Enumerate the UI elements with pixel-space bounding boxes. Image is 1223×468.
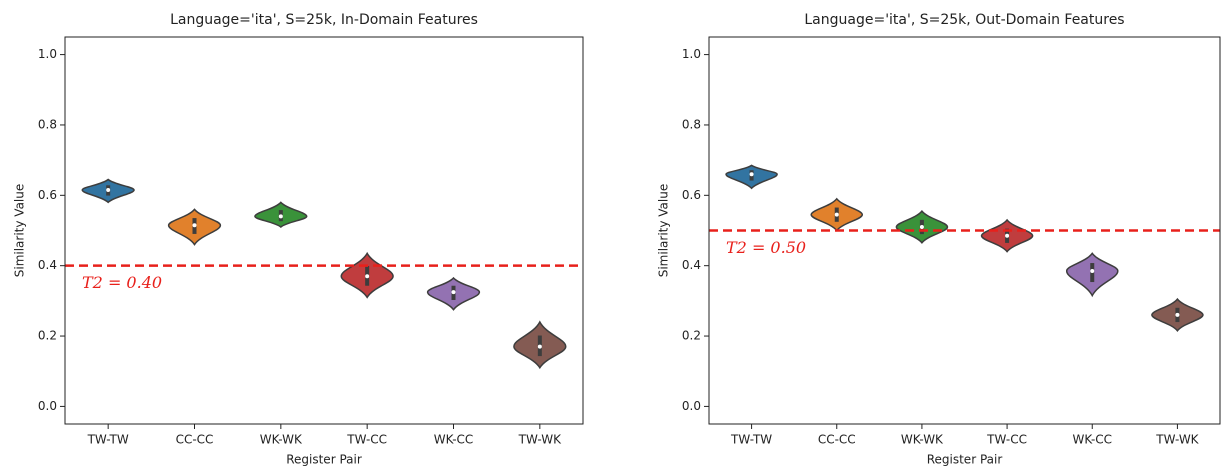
x-tick-label: TW-TW bbox=[87, 433, 129, 447]
median-dot bbox=[365, 274, 370, 279]
median-dot bbox=[278, 214, 283, 219]
median-dot bbox=[192, 223, 197, 228]
plot-frame bbox=[708, 36, 1221, 425]
y-tick-label: 1.0 bbox=[682, 47, 701, 61]
median-dot bbox=[919, 224, 924, 229]
y-tick-label: 0.6 bbox=[682, 188, 701, 202]
median-dot bbox=[834, 212, 839, 217]
y-axis-label: Similarity Value bbox=[657, 184, 671, 278]
threshold-label: T2 = 0.40 bbox=[82, 273, 162, 292]
median-dot bbox=[749, 172, 754, 177]
x-tick-label: CC-CC bbox=[818, 433, 856, 447]
y-tick-label: 0.2 bbox=[38, 329, 57, 343]
x-axis-label: Register Pair bbox=[286, 453, 362, 467]
median-dot bbox=[1090, 268, 1095, 273]
median-dot bbox=[106, 188, 111, 193]
x-tick-label: WK-CC bbox=[1072, 433, 1112, 447]
median-dot bbox=[1005, 233, 1010, 238]
x-tick-label: TW-CC bbox=[346, 433, 387, 447]
median-dot bbox=[1175, 312, 1180, 317]
x-tick-label: WK-WK bbox=[901, 433, 944, 447]
x-tick-label: CC-CC bbox=[176, 433, 214, 447]
y-tick-label: 0.2 bbox=[682, 329, 701, 343]
x-axis-label: Register Pair bbox=[927, 453, 1003, 467]
y-tick-label: 1.0 bbox=[38, 47, 57, 61]
plot-frame bbox=[64, 36, 584, 425]
x-tick-label: TW-WK bbox=[518, 433, 562, 447]
median-dot bbox=[451, 290, 456, 295]
y-tick-label: 0.4 bbox=[38, 258, 57, 272]
x-tick-label: WK-CC bbox=[434, 433, 474, 447]
x-tick-label: TW-TW bbox=[730, 433, 772, 447]
threshold-label: T2 = 0.50 bbox=[726, 238, 806, 257]
y-axis-label: Similarity Value bbox=[13, 184, 27, 278]
x-tick-label: TW-WK bbox=[1155, 433, 1199, 447]
chart-title: Language='ita', S=25k, Out-Domain Featur… bbox=[804, 12, 1124, 28]
y-tick-label: 0.0 bbox=[38, 399, 57, 413]
median-dot bbox=[537, 344, 542, 349]
y-tick-label: 0.0 bbox=[682, 399, 701, 413]
x-tick-label: TW-CC bbox=[986, 433, 1027, 447]
y-tick-label: 0.8 bbox=[38, 117, 57, 131]
y-tick-label: 0.6 bbox=[38, 188, 57, 202]
y-tick-label: 0.4 bbox=[682, 258, 701, 272]
chart-title: Language='ita', S=25k, In-Domain Feature… bbox=[170, 12, 478, 28]
x-tick-label: WK-WK bbox=[260, 433, 303, 447]
y-tick-label: 0.8 bbox=[682, 117, 701, 131]
